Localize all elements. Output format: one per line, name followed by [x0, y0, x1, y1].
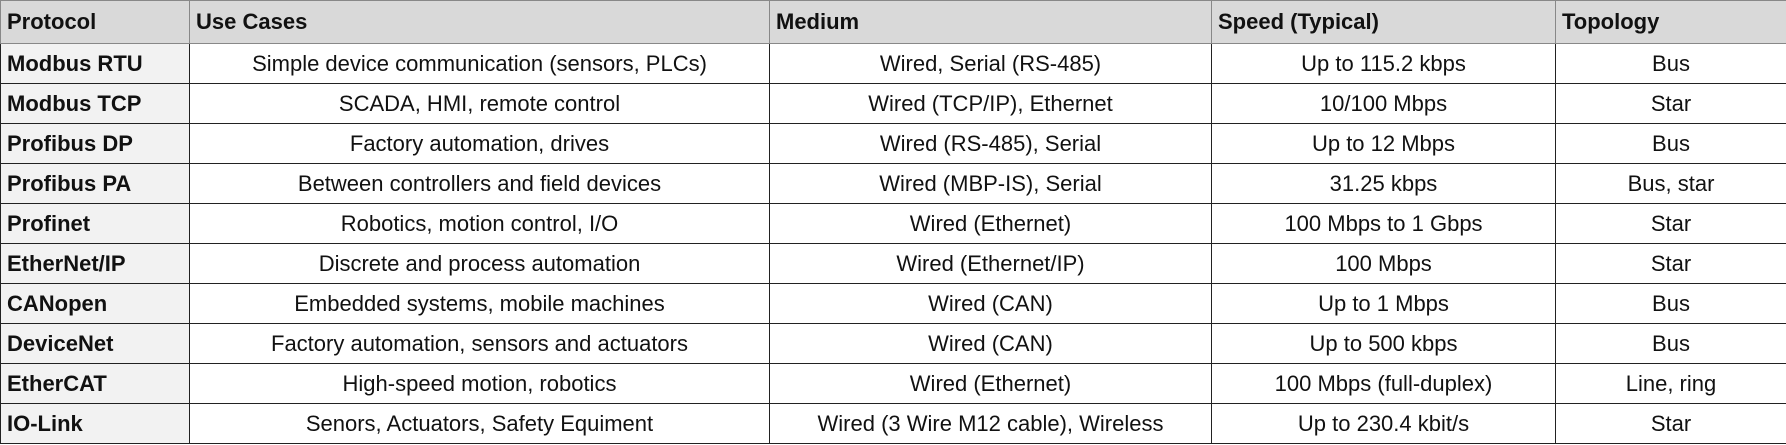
- protocol-cell: EtherCAT: [0, 363, 190, 404]
- table-row: Modbus RTU Simple device communication (s…: [0, 43, 1786, 84]
- speed-cell: 100 Mbps: [1211, 243, 1556, 284]
- medium-cell: Wired (CAN): [769, 323, 1212, 364]
- protocol-cell: DeviceNet: [0, 323, 190, 364]
- header-protocol: Protocol: [0, 0, 190, 44]
- medium-cell: Wired (MBP-IS), Serial: [769, 163, 1212, 204]
- use-cases-cell: Embedded systems, mobile machines: [189, 283, 770, 324]
- protocol-cell: Modbus TCP: [0, 83, 190, 124]
- speed-cell: 31.25 kbps: [1211, 163, 1556, 204]
- topology-cell: Bus: [1555, 283, 1786, 324]
- topology-cell: Star: [1555, 403, 1786, 444]
- table-row: Modbus TCP SCADA, HMI, remote control Wire…: [0, 83, 1786, 124]
- protocol-cell: Profibus DP: [0, 123, 190, 164]
- medium-cell: Wired, Serial (RS-485): [769, 43, 1212, 84]
- speed-cell: Up to 230.4 kbit/s: [1211, 403, 1556, 444]
- medium-cell: Wired (Ethernet/IP): [769, 243, 1212, 284]
- table-row: Profibus DP Factory automation, drives Wir…: [0, 123, 1786, 164]
- use-cases-cell: Factory automation, drives: [189, 123, 770, 164]
- speed-cell: Up to 500 kbps: [1211, 323, 1556, 364]
- medium-cell: Wired (Ethernet): [769, 203, 1212, 244]
- protocol-cell: IO-Link: [0, 403, 190, 444]
- medium-cell: Wired (3 Wire M12 cable), Wireless: [769, 403, 1212, 444]
- topology-cell: Star: [1555, 203, 1786, 244]
- use-cases-cell: Between controllers and field devices: [189, 163, 770, 204]
- use-cases-cell: High-speed motion, robotics: [189, 363, 770, 404]
- header-speed: Speed (Typical): [1211, 0, 1556, 44]
- topology-cell: Bus: [1555, 43, 1786, 84]
- protocol-cell: Profinet: [0, 203, 190, 244]
- topology-cell: Star: [1555, 243, 1786, 284]
- table-row: DeviceNet Factory automation, sensors and…: [0, 323, 1786, 364]
- header-medium: Medium: [769, 0, 1212, 44]
- protocol-cell: CANopen: [0, 283, 190, 324]
- protocol-cell: Profibus PA: [0, 163, 190, 204]
- table-row: IO-Link Senors, Actuators, Safety Equimen…: [0, 403, 1786, 444]
- speed-cell: Up to 115.2 kbps: [1211, 43, 1556, 84]
- topology-cell: Line, ring: [1555, 363, 1786, 404]
- medium-cell: Wired (CAN): [769, 283, 1212, 324]
- protocol-cell: EtherNet/IP: [0, 243, 190, 284]
- header-row: Protocol Use Cases Medium Speed (Typical…: [0, 0, 1786, 44]
- use-cases-cell: Robotics, motion control, I/O: [189, 203, 770, 244]
- medium-cell: Wired (RS-485), Serial: [769, 123, 1212, 164]
- speed-cell: 100 Mbps to 1 Gbps: [1211, 203, 1556, 244]
- protocol-cell: Modbus RTU: [0, 43, 190, 84]
- header-topology: Topology: [1555, 0, 1786, 44]
- use-cases-cell: SCADA, HMI, remote control: [189, 83, 770, 124]
- table-row: EtherNet/IP Discrete and process automati…: [0, 243, 1786, 284]
- medium-cell: Wired (TCP/IP), Ethernet: [769, 83, 1212, 124]
- table-row: Profinet Robotics, motion control, I/O Wir…: [0, 203, 1786, 244]
- use-cases-cell: Simple device communication (sensors, PL…: [189, 43, 770, 84]
- use-cases-cell: Discrete and process automation: [189, 243, 770, 284]
- topology-cell: Bus: [1555, 323, 1786, 364]
- speed-cell: 100 Mbps (full-duplex): [1211, 363, 1556, 404]
- table-row: CANopen Embedded systems, mobile machines…: [0, 283, 1786, 324]
- use-cases-cell: Senors, Actuators, Safety Equiment: [189, 403, 770, 444]
- medium-cell: Wired (Ethernet): [769, 363, 1212, 404]
- use-cases-cell: Factory automation, sensors and actuator…: [189, 323, 770, 364]
- speed-cell: Up to 1 Mbps: [1211, 283, 1556, 324]
- speed-cell: 10/100 Mbps: [1211, 83, 1556, 124]
- table-row: EtherCAT High-speed motion, robotics Wired…: [0, 363, 1786, 404]
- topology-cell: Bus: [1555, 123, 1786, 164]
- topology-cell: Bus, star: [1555, 163, 1786, 204]
- table-row: Profibus PA Between controllers and field…: [0, 163, 1786, 204]
- speed-cell: Up to 12 Mbps: [1211, 123, 1556, 164]
- header-use-cases: Use Cases: [189, 0, 770, 44]
- topology-cell: Star: [1555, 83, 1786, 124]
